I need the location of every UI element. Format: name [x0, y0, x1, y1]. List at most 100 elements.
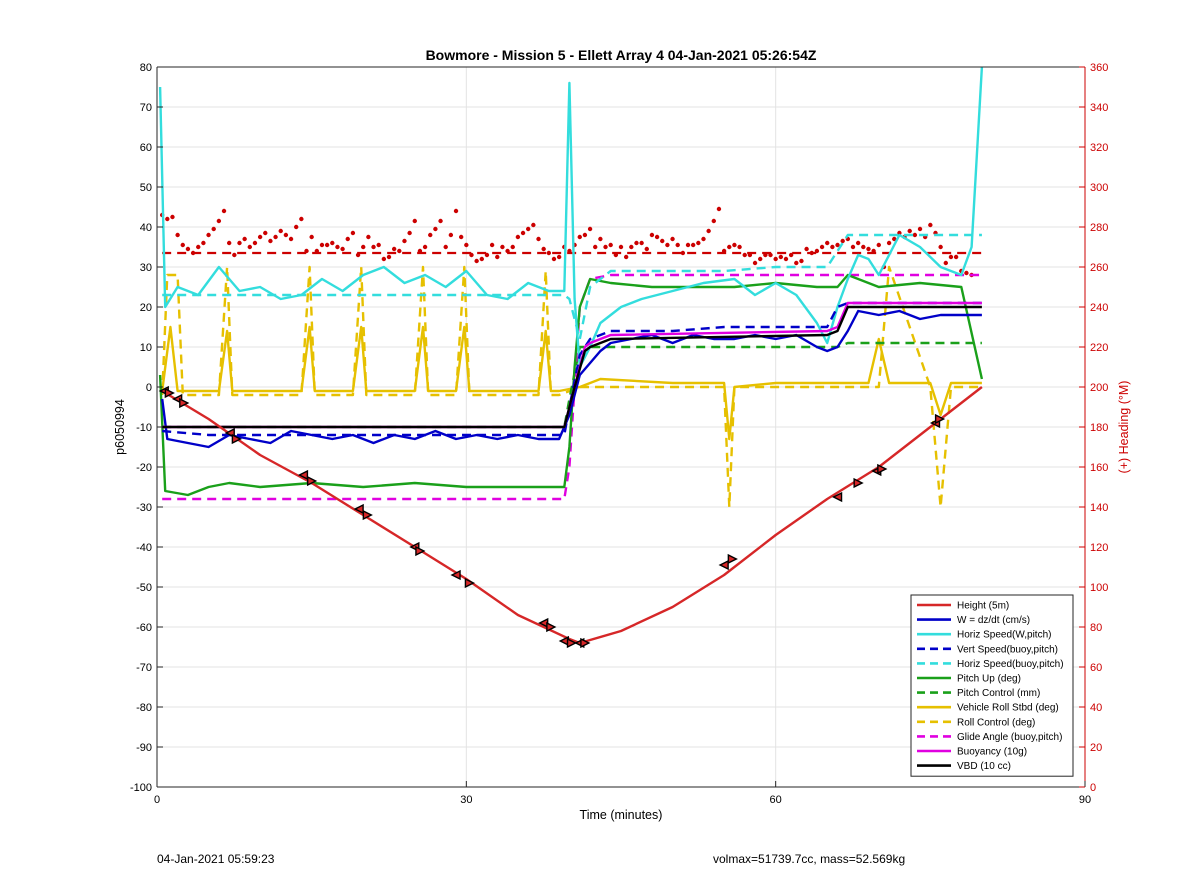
heading-point [830, 244, 835, 250]
heading-point [402, 238, 407, 244]
heading-point [778, 254, 784, 260]
height-marker [546, 621, 557, 633]
y2-tick-label: 360 [1090, 62, 1108, 74]
y2-tick-label: 300 [1090, 182, 1108, 194]
height-marker [877, 463, 888, 475]
heading-point [871, 248, 876, 254]
height-marker [450, 569, 461, 581]
y2-tick-label: 320 [1090, 142, 1108, 154]
y2-tick-label: 280 [1090, 222, 1108, 234]
y-tick-label: 20 [140, 302, 152, 314]
heading-point [232, 252, 237, 258]
heading-point [639, 240, 644, 246]
y-tick-label: -20 [136, 462, 152, 474]
x-tick-label: 90 [1079, 794, 1091, 806]
heading-point [742, 252, 747, 258]
height-marker [727, 553, 738, 565]
heading-point [928, 222, 933, 228]
footer-timestamp: 04-Jan-2021 05:59:23 [157, 852, 275, 866]
legend-entry: Vert Speed(buoy,pitch) [957, 644, 1058, 655]
heading-point [541, 246, 546, 252]
series-vert-speed-buoy-pitch [162, 301, 982, 437]
legend-entry: VBD (10 cc) [957, 761, 1011, 772]
heading-point [458, 234, 464, 240]
y-tick-label: -70 [136, 662, 152, 674]
heading-point [855, 240, 861, 246]
legend-entry: Pitch Control (mm) [957, 688, 1040, 699]
heading-point [206, 232, 211, 238]
heading-point [361, 244, 366, 250]
y2-tick-label: 240 [1090, 302, 1108, 314]
series-glide-angle-buoy-pitch [162, 273, 982, 501]
heading-point [422, 244, 428, 250]
heading-point [675, 242, 680, 248]
heading-point [587, 226, 593, 232]
heading-point [211, 226, 216, 232]
heading-point [371, 244, 376, 250]
heading-point [670, 236, 675, 242]
heading-point [257, 234, 263, 240]
heading-point [304, 248, 309, 254]
heading-point [252, 240, 258, 246]
heading-point [783, 256, 789, 262]
heading-point [428, 232, 433, 238]
heading-point [794, 260, 799, 266]
y-tick-label: 60 [140, 142, 152, 154]
heading-point [809, 250, 814, 256]
y-tick-label: -10 [136, 422, 152, 434]
heading-point [216, 218, 222, 224]
x-tick-label: 60 [770, 794, 782, 806]
heading-point [448, 232, 454, 238]
heading-point [237, 240, 242, 246]
heading-point [876, 242, 881, 248]
series-horiz-speed-w-pitch [158, 67, 984, 369]
y-axis-label: p6050994 [113, 399, 127, 455]
heading-point [170, 214, 175, 220]
heading-point [608, 242, 613, 248]
legend: Height (5m) W = dz/dt (cm/s) Horiz Speed(W… [910, 594, 1074, 777]
heading-point [190, 250, 196, 256]
heading-point [861, 244, 866, 250]
height-marker [464, 577, 475, 589]
heading-point [221, 208, 227, 214]
heading-point [417, 248, 423, 254]
height-marker [297, 469, 309, 481]
heading-point [598, 236, 603, 242]
y-tick-label: 10 [140, 342, 152, 354]
height-marker [164, 387, 175, 399]
heading-point [484, 252, 490, 258]
heading-point [804, 246, 809, 252]
heading-point [660, 238, 665, 244]
height-marker [353, 503, 364, 515]
x-axis-label: Time (minutes) [580, 808, 663, 822]
heading-point [618, 244, 624, 250]
heading-point [690, 242, 696, 248]
x-tick-label: 30 [460, 794, 472, 806]
heading-point [892, 236, 897, 242]
series-pitch-up-deg [158, 273, 984, 497]
heading-point [226, 240, 232, 246]
y-tick-label: 80 [140, 62, 152, 74]
height-marker [179, 397, 190, 409]
heading-point [294, 224, 299, 230]
heading-point [546, 250, 552, 256]
heading-point [165, 216, 170, 222]
heading-point [469, 252, 474, 258]
heading-point [489, 242, 495, 248]
y-tick-label: -50 [136, 582, 152, 594]
legend-entry: Horiz Speed(buoy,pitch) [957, 659, 1064, 670]
heading-point [665, 242, 670, 248]
height-marker [306, 475, 318, 487]
heading-point [727, 244, 732, 250]
legend-entry: Buoyancy (10g) [957, 747, 1027, 758]
legend-box [910, 594, 1074, 777]
height-marker [231, 433, 242, 445]
y-tick-label: -60 [136, 622, 152, 634]
heading-point [737, 244, 742, 250]
y-tick-label: -40 [136, 542, 152, 554]
y2-axis-label: (+) Heading (°M) [1117, 381, 1131, 474]
plot-body [158, 67, 984, 649]
chart-title: Bowmore - Mission 5 - Ellett Array 4 04-… [426, 47, 817, 63]
heading-point [701, 236, 706, 242]
